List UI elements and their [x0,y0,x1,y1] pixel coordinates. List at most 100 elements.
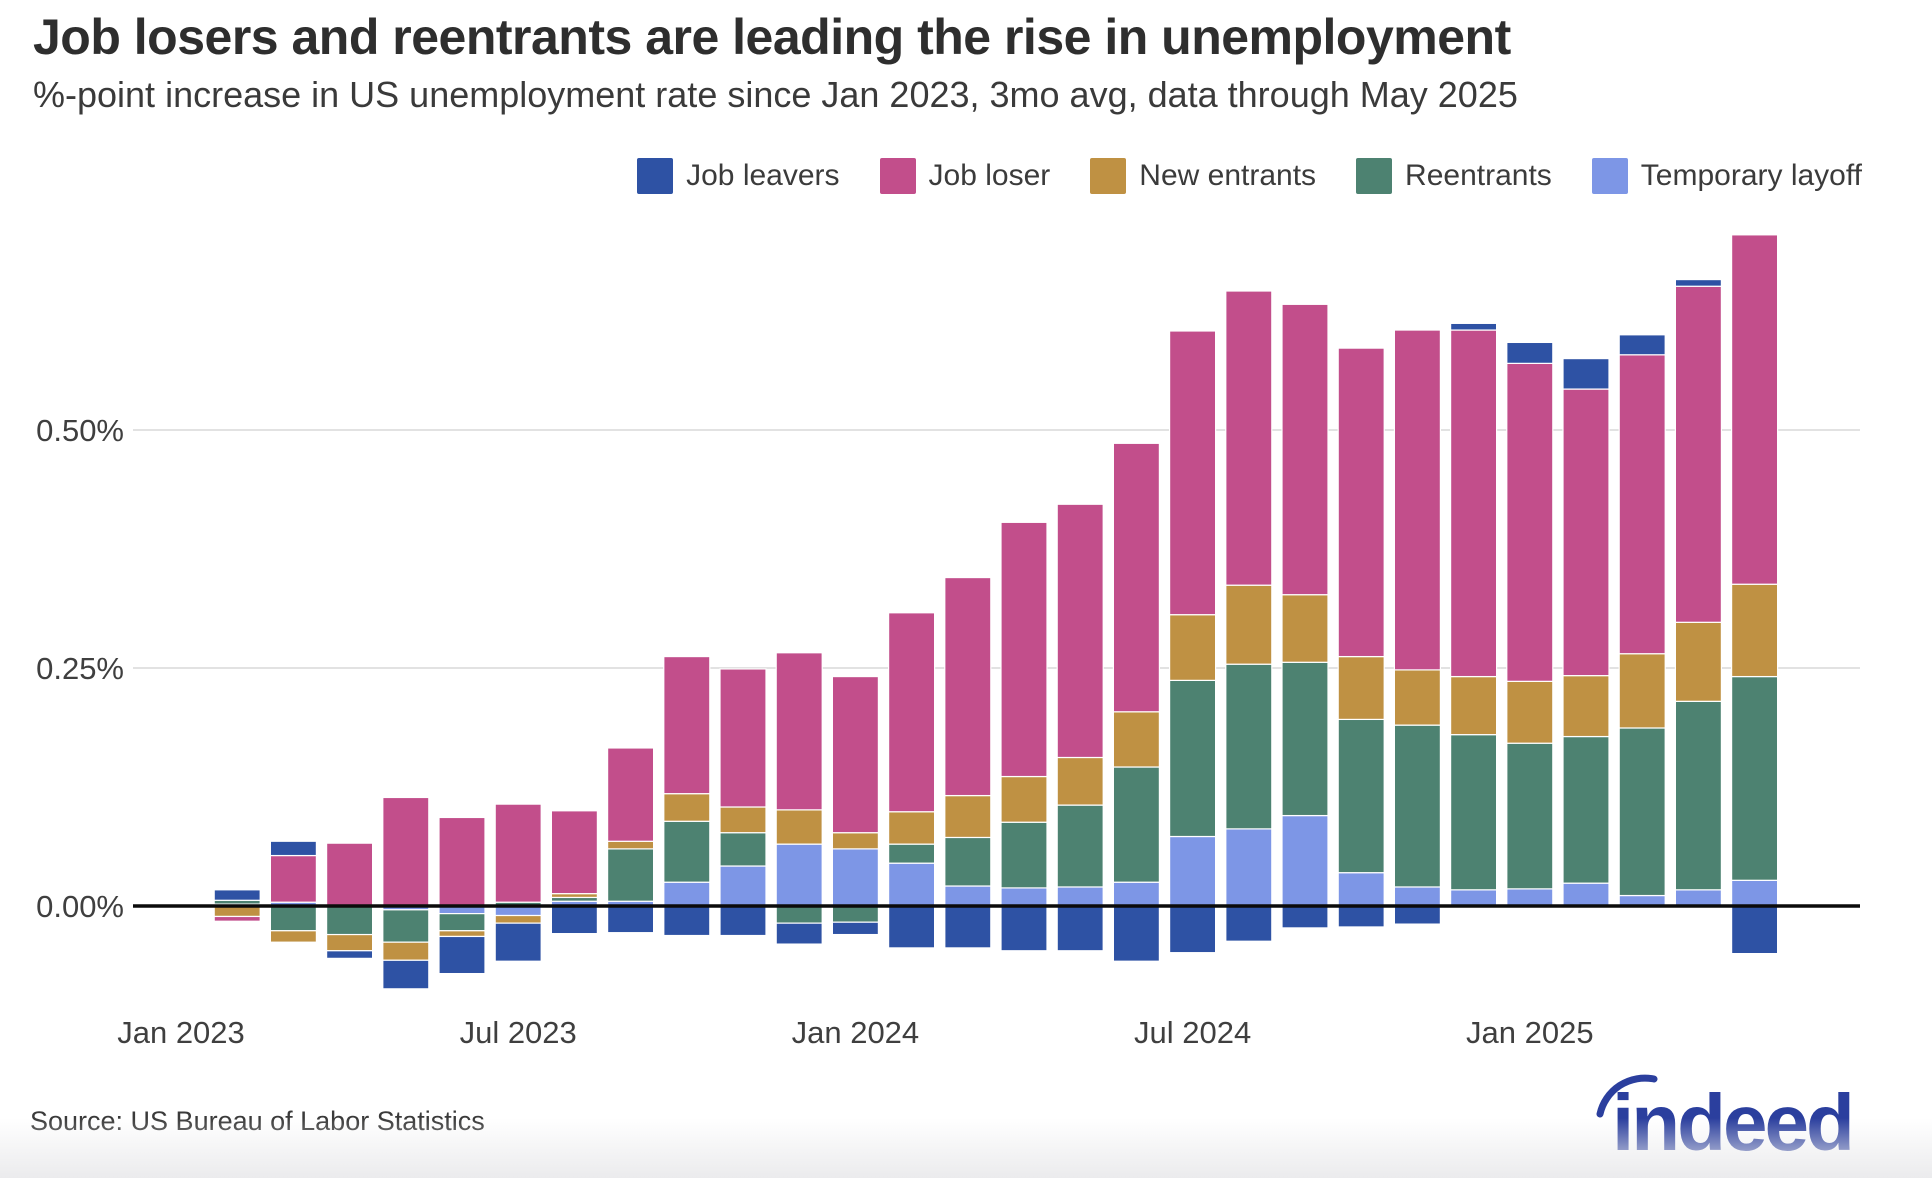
bar-segment [663,881,711,907]
bar-segment [269,840,317,857]
bar-segment [326,905,374,936]
bar-segment [719,668,767,808]
legend-label: Temporary layoff [1640,159,1862,192]
bar-segment [663,793,711,822]
x-tick-label: Jan 2025 [1466,1015,1594,1050]
bar-segment [1112,905,1161,962]
bar-segment [550,810,599,895]
bar-segment [1674,621,1723,702]
legend-item-job-loser: Job loser [879,158,1051,194]
legend-label: Job leavers [686,159,840,192]
bar-segment [438,816,486,907]
x-tick-label: Jan 2024 [792,1015,920,1050]
legend-label: Job loser [928,159,1051,192]
bar-segment [1000,775,1048,823]
legend-label: New entrants [1139,159,1317,192]
bar-segment [326,950,374,959]
legend-swatch-icon [637,158,674,194]
bar-segment [382,909,430,943]
bar-segment [1056,886,1104,907]
bar-segment [1225,828,1273,907]
bar-segment [1168,905,1217,954]
bar-segment [213,889,261,901]
bar-segment [606,848,655,902]
bar-segment [831,921,880,936]
legend-item-temporary-layoff: Temporary layoff [1591,158,1862,194]
bar-segment [1562,675,1610,738]
bar-segment [1337,718,1385,874]
bar-segment [1730,234,1779,585]
bar-segment [1393,724,1442,888]
bar-segment [1056,905,1104,952]
bar-segment [719,832,767,867]
bar-segment [944,576,992,797]
bar-segment [1281,303,1329,596]
bar-segment [1337,347,1385,658]
bar-segment [1449,734,1498,891]
bar-segment [1506,341,1554,364]
bar-segment [831,905,880,923]
bar-segment [1506,742,1554,890]
bar-segment [1168,679,1217,838]
bar-segment [269,905,317,932]
bar-segment [606,747,655,842]
bar-segment [1730,675,1779,881]
bar-segment [1393,669,1442,726]
indeed-logo: indeed [1592,1058,1922,1170]
bar-segment [1112,442,1161,713]
bar-segment [1056,756,1104,806]
bar-segment [775,922,823,945]
legend-item-job-leavers: Job leavers [637,158,840,194]
bar-segment [1449,675,1498,736]
bar-segment [1449,322,1498,331]
bar-segment [606,905,655,934]
x-tick-label: Jul 2023 [460,1015,577,1050]
bar-segment [1000,905,1048,952]
bar-segment [606,840,655,850]
bar-segment [775,809,823,845]
bar-segment [887,905,936,949]
bar-segment [1506,888,1554,907]
legend-label: Reentrants [1405,159,1552,192]
bar-segment [269,854,317,903]
bar-segment [1618,653,1666,729]
bar-segment [1337,655,1385,721]
bar-segment [1056,503,1104,759]
bar-segment [1225,663,1273,830]
bar-segment [1562,735,1610,884]
bar-segment [494,803,542,903]
bar-segment [719,865,767,907]
y-tick-label: 0.25% [36,651,124,686]
legend-swatch-icon [1356,158,1393,194]
bar-segment [663,905,711,937]
bar-segment [1674,278,1723,287]
bar-segment [1393,886,1442,907]
bar-segment [831,675,880,834]
bar-segment [887,843,936,864]
bar-segment [1281,661,1329,817]
bar-segment [1730,879,1779,907]
bar-segment [719,905,767,937]
bar-segment [1674,700,1723,891]
bar-segment [1618,727,1666,897]
bar-segment [831,832,880,850]
x-tick-label: Jul 2024 [1134,1015,1251,1050]
y-tick-label: 0.00% [36,889,124,924]
bar-segment [1056,804,1104,888]
legend-swatch-icon [1090,158,1127,194]
legend-item-new-entrants: New entrants [1090,158,1316,194]
bar-segment [887,811,936,845]
bar-segment [269,930,317,943]
bar-segment [1281,905,1329,929]
bar-segment [1112,881,1161,907]
bar-segment [1562,388,1610,677]
bar-segment [326,933,374,952]
bar-segment [1730,583,1779,678]
bar-segment [887,862,936,907]
bar-segment [326,842,374,907]
bar-segment [382,796,430,907]
bar-segment [944,885,992,907]
bar-segment [887,612,936,813]
bar-segment [1674,889,1723,907]
bar-segment [1168,835,1217,907]
